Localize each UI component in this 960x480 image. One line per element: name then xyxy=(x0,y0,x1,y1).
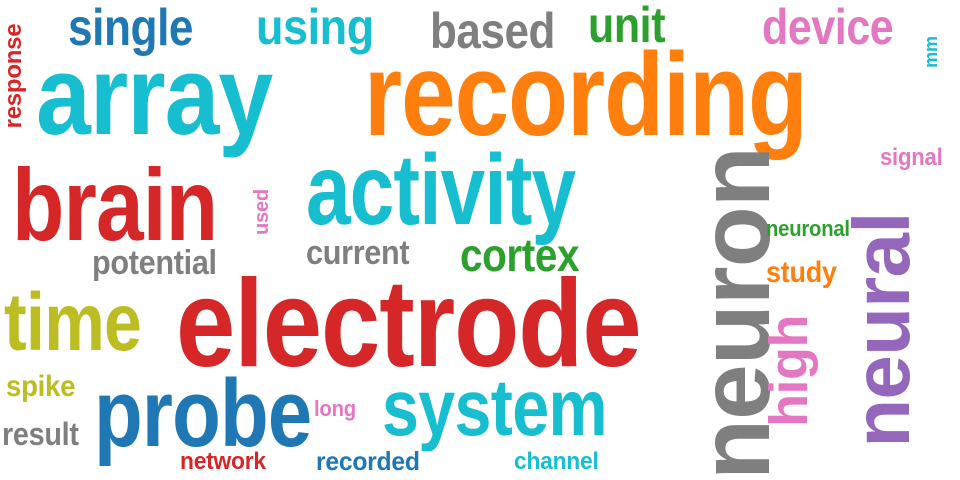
word-using: using xyxy=(256,0,374,55)
word-current: current xyxy=(306,234,410,272)
word-unit: unit xyxy=(588,0,666,53)
word-used: used xyxy=(251,189,273,235)
word-network: network xyxy=(180,448,266,475)
word-result: result xyxy=(2,416,79,452)
word-recorded: recorded xyxy=(316,446,420,476)
word-probe: probe xyxy=(94,360,312,467)
word-single: single xyxy=(68,0,194,57)
word-neuronal: neuronal xyxy=(766,216,850,241)
word-recording: recording xyxy=(364,29,808,161)
word-electrode: electrode xyxy=(176,255,642,393)
word-system: system xyxy=(382,363,608,452)
word-channel: channel xyxy=(514,448,599,475)
word-long: long xyxy=(314,396,356,421)
word-spike: spike xyxy=(6,370,76,403)
word-brain: brain xyxy=(12,148,218,262)
word-signal: signal xyxy=(880,144,943,171)
word-activity: activity xyxy=(306,134,576,246)
word-mm: mm xyxy=(921,36,941,68)
word-time: time xyxy=(4,277,142,368)
word-array: array xyxy=(36,33,273,158)
word-neural: neural xyxy=(837,212,926,448)
word-response: response xyxy=(0,23,27,129)
word-high: high xyxy=(759,315,819,427)
word-based: based xyxy=(430,3,555,59)
word-device: device xyxy=(762,0,894,55)
word-potential: potential xyxy=(92,244,217,282)
word-cortex: cortex xyxy=(460,229,580,281)
word-study: study xyxy=(766,256,837,289)
